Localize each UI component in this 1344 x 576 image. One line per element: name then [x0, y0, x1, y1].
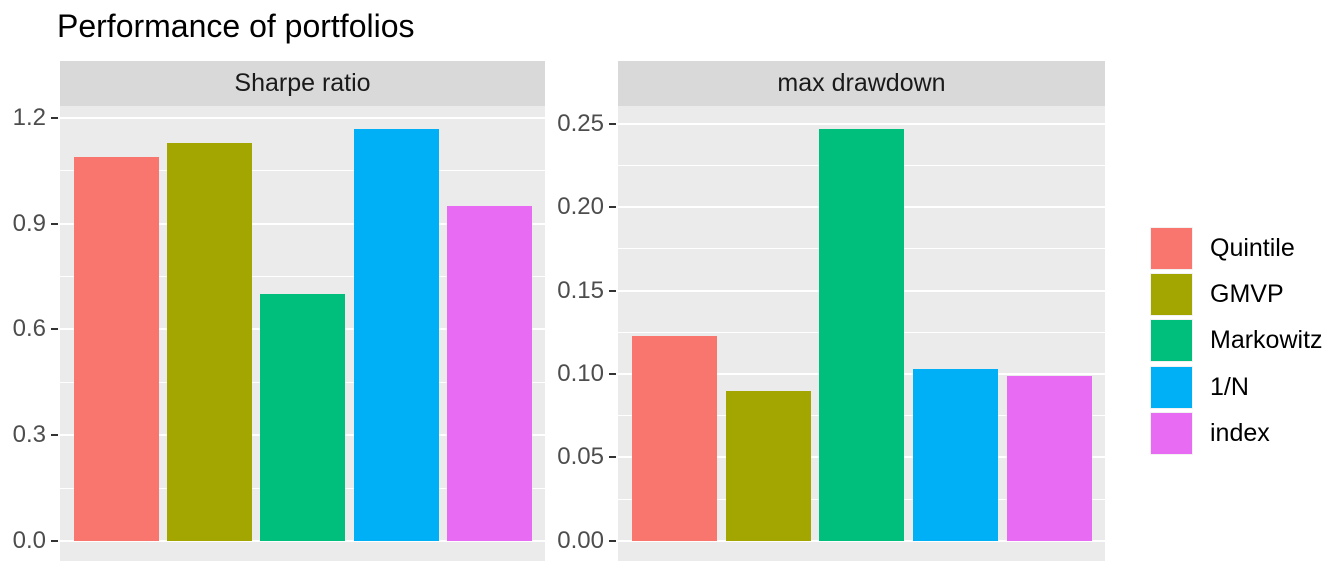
- y-axis-tick-max-drawdown: [609, 372, 616, 375]
- y-axis-tick-sharpe-ratio: [51, 434, 58, 437]
- bar-max-drawdown-gmvp: [725, 390, 811, 541]
- bar-sharpe-ratio-gmvp: [167, 142, 252, 541]
- y-axis-label-max-drawdown-0.20: 0.20: [557, 193, 604, 221]
- legend-label-quintile: Quintile: [1210, 234, 1295, 262]
- bar-max-drawdown-quintile: [631, 335, 717, 541]
- y-axis-tick-max-drawdown: [609, 539, 616, 542]
- gridline-major: [60, 222, 545, 225]
- legend-key-index: [1150, 411, 1193, 455]
- facet-strip-label-max-drawdown: max drawdown: [777, 69, 946, 97]
- gridline-minor: [60, 276, 545, 278]
- y-axis-label-sharpe-ratio-0.6: 0.6: [12, 315, 46, 343]
- bar-max-drawdown-1-n: [913, 368, 999, 541]
- bar-max-drawdown-index: [1007, 375, 1093, 541]
- gridline-major: [60, 540, 545, 542]
- y-axis-tick-max-drawdown: [609, 206, 616, 209]
- y-axis-tick-sharpe-ratio: [51, 540, 58, 542]
- legend-key-markowitz: [1150, 319, 1193, 363]
- legend-label-index: index: [1210, 418, 1270, 447]
- y-axis-label-sharpe-ratio-0.9: 0.9: [12, 209, 46, 237]
- bar-sharpe-ratio-markowitz: [260, 294, 346, 541]
- bar-sharpe-ratio-1-n: [353, 128, 439, 541]
- y-axis-label-max-drawdown-0.25: 0.25: [557, 109, 604, 137]
- y-axis-label-max-drawdown-0.00: 0.00: [557, 526, 604, 554]
- legend-swatch-markowitz: [1151, 320, 1192, 362]
- legend-key-quintile: [1150, 227, 1193, 270]
- y-axis-label-sharpe-ratio-1.2: 1.2: [12, 103, 46, 131]
- y-axis-tick-max-drawdown: [609, 289, 616, 292]
- legend-label-1-n: 1/N: [1210, 372, 1249, 401]
- y-axis-tick-max-drawdown: [609, 122, 616, 125]
- y-axis-tick-sharpe-ratio: [51, 116, 58, 119]
- legend-swatch-quintile: [1151, 228, 1192, 269]
- bar-max-drawdown-markowitz: [819, 128, 905, 541]
- y-axis-tick-max-drawdown: [609, 456, 616, 459]
- y-axis-label-sharpe-ratio-0.3: 0.3: [12, 421, 46, 449]
- legend-key-gmvp: [1150, 273, 1193, 317]
- legend-label-gmvp: GMVP: [1210, 280, 1284, 309]
- bar-sharpe-ratio-index: [447, 206, 533, 541]
- y-axis-label-max-drawdown-0.05: 0.05: [557, 443, 604, 471]
- legend-label-markowitz: Markowitz: [1210, 326, 1323, 355]
- facet-strip-label-sharpe-ratio: Sharpe ratio: [234, 69, 371, 97]
- legend-swatch-gmvp: [1151, 274, 1192, 316]
- legend-swatch-index: [1151, 412, 1192, 454]
- y-axis-label-max-drawdown-0.15: 0.15: [557, 276, 604, 304]
- panel-max-drawdown: [618, 106, 1105, 561]
- gridline-major: [618, 122, 1105, 125]
- panel-sharpe-ratio: [60, 106, 545, 561]
- y-axis-label-sharpe-ratio-0.0: 0.0: [12, 527, 46, 554]
- y-axis-tick-sharpe-ratio: [51, 328, 58, 331]
- facet-strip-max-drawdown: max drawdown: [618, 61, 1105, 106]
- gridline-major: [60, 116, 545, 119]
- gridline-major: [618, 539, 1105, 542]
- y-axis-label-max-drawdown-0.10: 0.10: [557, 359, 604, 387]
- legend-swatch-1-n: [1151, 366, 1192, 408]
- facet-strip-sharpe-ratio: Sharpe ratio: [60, 61, 545, 106]
- gridline-minor: [60, 170, 545, 172]
- y-axis-tick-sharpe-ratio: [51, 222, 58, 225]
- chart-title: Performance of portfolios: [57, 8, 415, 44]
- legend-key-1-n: [1150, 365, 1193, 409]
- bar-sharpe-ratio-quintile: [73, 156, 159, 541]
